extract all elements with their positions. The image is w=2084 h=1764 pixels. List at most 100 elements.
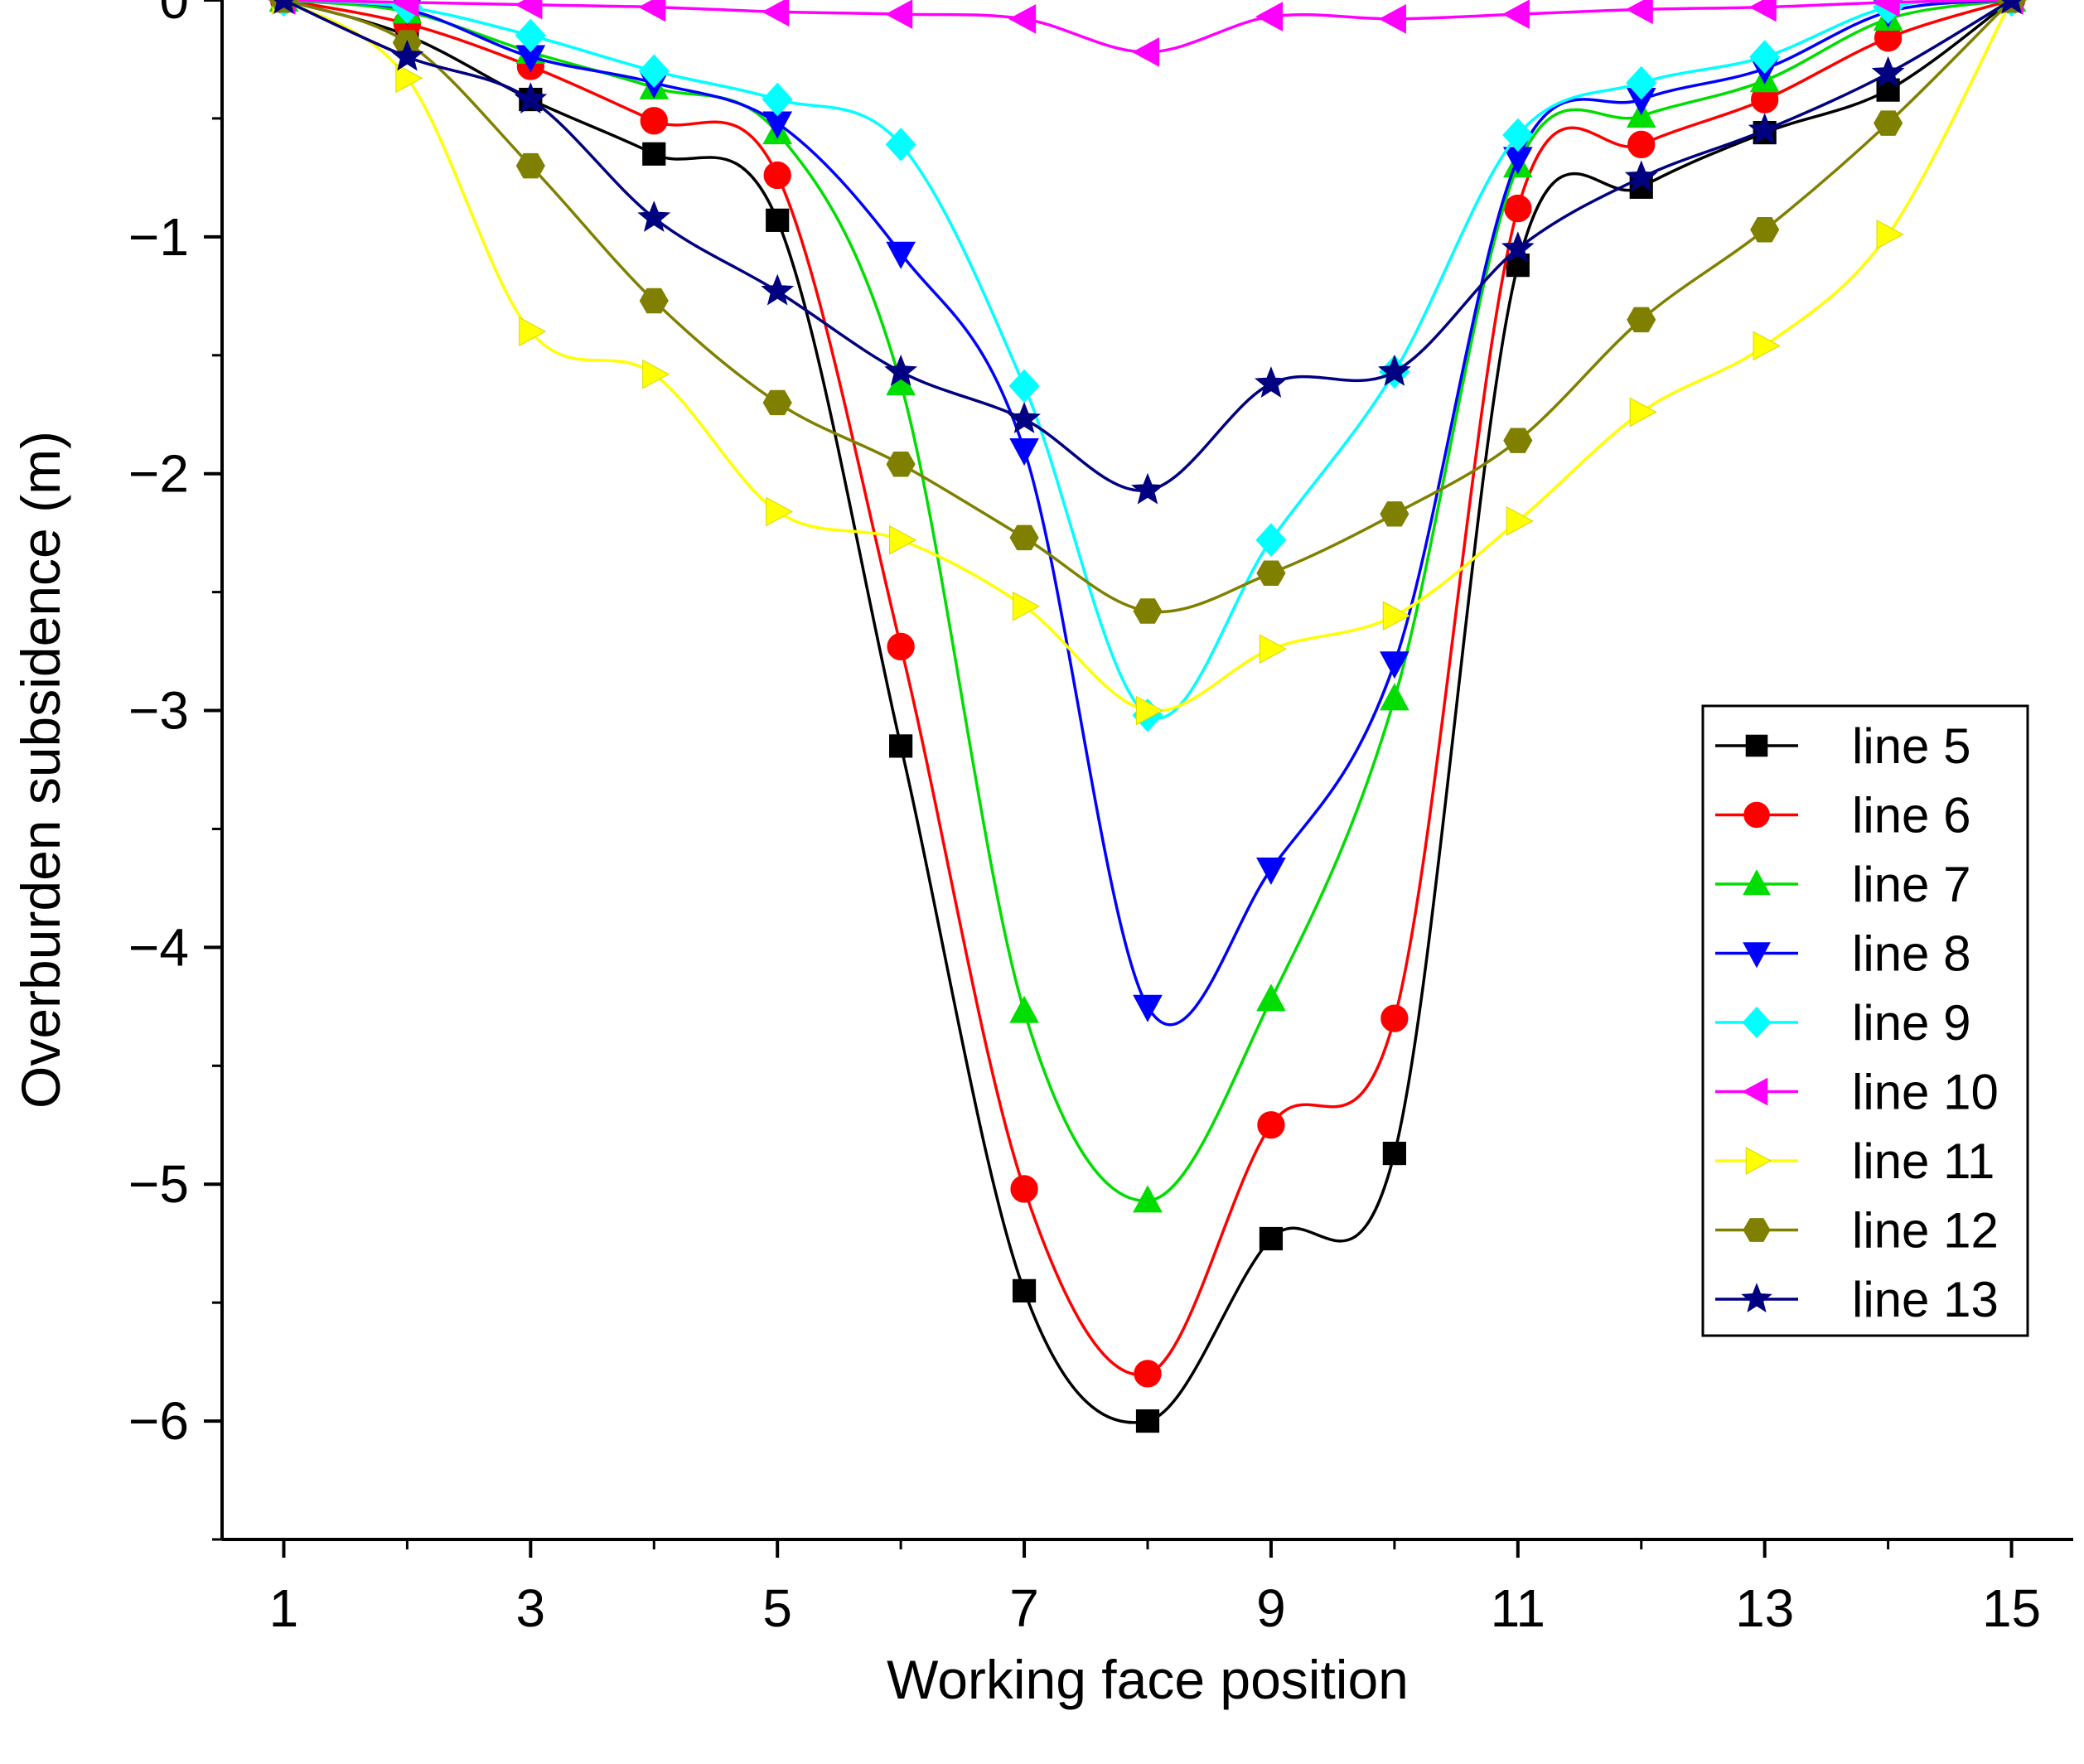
data-point <box>1625 0 1653 25</box>
data-point <box>889 734 913 758</box>
x-tick-label: 13 <box>1735 1578 1794 1638</box>
data-point <box>1256 560 1286 586</box>
data-point <box>1627 307 1656 333</box>
legend-swatch-marker <box>1742 1006 1772 1039</box>
data-point <box>1133 1185 1163 1213</box>
y-tick-label: −3 <box>128 681 189 741</box>
data-point <box>1008 402 1041 433</box>
data-point <box>1503 428 1533 453</box>
data-point <box>1259 634 1287 665</box>
data-point <box>1748 113 1782 145</box>
data-point <box>1135 1409 1160 1433</box>
legend-swatch-marker <box>1745 1147 1772 1175</box>
data-point <box>887 632 915 661</box>
data-point <box>1380 501 1409 527</box>
data-point <box>1748 0 1777 22</box>
data-point <box>884 354 918 386</box>
data-point <box>766 496 794 527</box>
data-point <box>1009 995 1039 1023</box>
data-point <box>1257 1111 1285 1139</box>
legend-label: line 5 <box>1852 718 1970 774</box>
data-point <box>1010 1175 1038 1203</box>
legend-label: line 12 <box>1852 1203 1999 1259</box>
data-point <box>1380 651 1409 679</box>
data-point <box>639 288 669 314</box>
data-point <box>762 389 792 416</box>
x-tick-label: 11 <box>1491 1578 1545 1638</box>
x-tick-label: 7 <box>1009 1578 1039 1638</box>
data-point <box>761 273 795 306</box>
data-point <box>885 128 916 162</box>
data-point <box>1506 506 1534 536</box>
data-point <box>1626 65 1657 100</box>
data-point <box>1380 683 1409 711</box>
y-axis-title: Overburden subsidence (m) <box>10 431 71 1109</box>
data-point <box>1871 56 1905 88</box>
data-point <box>1134 1360 1162 1388</box>
x-axis-title: Working face position <box>887 1649 1409 1710</box>
data-point <box>1504 194 1532 223</box>
data-point <box>1382 1141 1406 1166</box>
data-point <box>1012 1278 1037 1302</box>
data-point <box>1874 110 1903 136</box>
data-point <box>1256 983 1286 1012</box>
legend-label: line 9 <box>1852 995 1970 1051</box>
y-tick-label: −6 <box>128 1391 189 1451</box>
data-point <box>1259 1226 1284 1251</box>
data-point <box>762 0 790 27</box>
legend-label: line 10 <box>1852 1065 1999 1120</box>
data-point <box>1009 438 1039 466</box>
data-point <box>1502 118 1534 152</box>
legend-item: line 10 <box>1715 1065 1999 1120</box>
data-point <box>273 0 294 14</box>
data-point <box>1008 4 1037 34</box>
legend-item: line 12 <box>1715 1203 1999 1259</box>
y-tick-label: −1 <box>128 207 189 267</box>
data-point <box>762 82 793 117</box>
data-point <box>1131 472 1164 505</box>
x-tick-label: 5 <box>762 1578 792 1638</box>
data-point <box>1133 994 1163 1022</box>
data-point <box>1753 331 1781 361</box>
data-point <box>642 359 670 389</box>
legend-swatch-marker <box>1745 734 1768 757</box>
data-point <box>1629 397 1657 428</box>
y-tick-label: −5 <box>128 1154 189 1214</box>
data-point <box>1501 231 1535 263</box>
data-point <box>886 241 916 269</box>
data-point <box>1255 366 1288 398</box>
legend-item: line 7 <box>1715 857 1970 912</box>
data-point <box>763 161 791 190</box>
y-tick-label: −2 <box>128 444 189 504</box>
data-point <box>640 107 668 135</box>
data-point <box>1133 598 1163 624</box>
legend-swatch-marker <box>1743 1218 1771 1242</box>
legend-item: line 9 <box>1715 995 1970 1051</box>
data-point <box>390 39 424 71</box>
data-point <box>1750 217 1780 243</box>
data-point <box>886 452 916 477</box>
series-line-11 <box>272 0 2028 726</box>
legend-swatch-marker <box>1743 801 1770 829</box>
data-point <box>1378 4 1406 34</box>
data-point <box>391 0 419 17</box>
data-point <box>1380 1004 1409 1032</box>
series-line-10 <box>268 0 2024 67</box>
legend-swatch-marker <box>1742 1077 1768 1106</box>
data-point <box>1377 354 1411 386</box>
data-point <box>1749 40 1781 74</box>
legend-label: line 6 <box>1852 788 1970 843</box>
legend-item: line 6 <box>1715 788 1970 843</box>
legend-label: line 8 <box>1852 926 1970 982</box>
data-point <box>1009 524 1039 551</box>
data-point <box>766 208 790 232</box>
legend-swatch-marker <box>1743 942 1771 969</box>
y-tick-label: −4 <box>128 917 189 977</box>
legend-label: line 11 <box>1852 1133 1995 1189</box>
data-point <box>1501 0 1530 29</box>
data-point <box>1132 37 1160 67</box>
data-point <box>1382 601 1410 631</box>
data-point <box>1255 523 1287 558</box>
data-point <box>1627 130 1656 159</box>
